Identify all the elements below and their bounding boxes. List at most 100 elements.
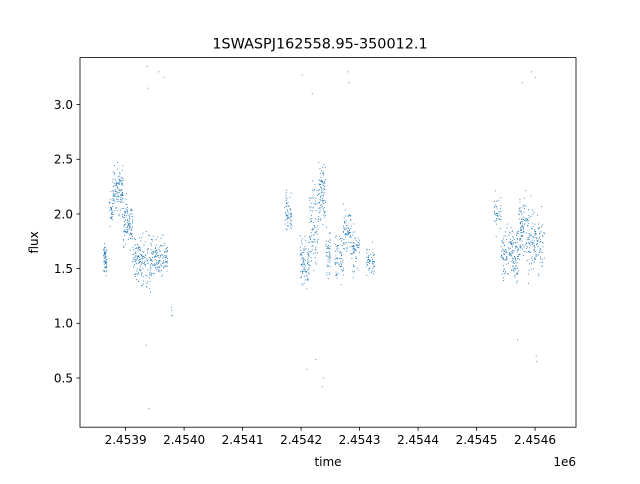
data-point (494, 210, 496, 212)
data-point (310, 232, 312, 234)
data-point (124, 229, 126, 231)
data-point (307, 279, 309, 281)
data-point (155, 267, 157, 269)
data-point (132, 222, 134, 224)
data-point (284, 223, 286, 225)
data-point (285, 197, 287, 199)
data-point (290, 208, 292, 210)
data-point (300, 264, 302, 266)
data-point (137, 256, 139, 258)
data-point (353, 251, 355, 252)
data-point (501, 250, 502, 252)
data-point (329, 233, 330, 235)
data-point (115, 183, 117, 185)
data-point (104, 267, 106, 269)
data-point (314, 239, 316, 240)
data-point (116, 207, 118, 209)
data-point (120, 180, 122, 182)
data-point (171, 309, 173, 311)
data-point (309, 251, 311, 253)
data-point (525, 220, 527, 222)
data-point (125, 210, 127, 212)
data-point (286, 206, 288, 207)
data-point (112, 205, 114, 207)
data-point (116, 184, 118, 186)
data-point (307, 252, 309, 254)
data-point (355, 250, 357, 251)
data-point (125, 208, 127, 210)
data-point (538, 227, 540, 229)
data-point (329, 248, 331, 250)
data-point (116, 196, 118, 198)
data-point (534, 76, 536, 78)
data-point (340, 262, 342, 264)
data-point (128, 224, 130, 226)
data-point (534, 237, 536, 239)
data-point (519, 221, 521, 223)
data-point (161, 270, 163, 271)
data-point (166, 260, 167, 262)
data-point (372, 260, 373, 262)
data-point (523, 230, 525, 232)
data-point (286, 229, 288, 231)
data-point (527, 237, 529, 239)
data-point (338, 265, 340, 267)
data-point (345, 250, 347, 252)
data-point (317, 228, 319, 230)
data-point (306, 368, 308, 370)
data-point (103, 254, 105, 256)
data-point (106, 259, 108, 260)
data-point (121, 180, 123, 182)
data-point (322, 188, 324, 190)
data-point (529, 239, 531, 241)
data-point (347, 227, 349, 229)
data-point (121, 193, 123, 195)
data-point (523, 212, 525, 214)
data-point (290, 213, 292, 215)
data-point (118, 191, 120, 193)
data-point (518, 213, 520, 215)
data-point (512, 251, 514, 253)
data-point (353, 252, 355, 254)
data-point (501, 240, 503, 242)
data-point (505, 249, 507, 250)
data-point (103, 246, 105, 248)
data-point (350, 219, 351, 221)
data-point (323, 214, 325, 216)
data-point (542, 242, 544, 244)
data-point (128, 220, 130, 222)
data-point (528, 241, 530, 243)
data-point (103, 260, 105, 262)
data-point (353, 266, 354, 268)
data-point (520, 245, 522, 247)
data-point (349, 235, 351, 237)
data-point (356, 267, 358, 269)
data-point (315, 248, 317, 250)
data-point (351, 253, 352, 255)
data-point (130, 208, 132, 210)
data-point (135, 259, 137, 261)
data-point (124, 214, 126, 216)
data-point (355, 240, 357, 242)
data-point (540, 249, 542, 250)
data-point (503, 245, 505, 247)
data-point (319, 179, 321, 181)
data-point (105, 260, 107, 262)
data-point (519, 207, 521, 209)
data-point (158, 262, 160, 263)
data-point (348, 228, 350, 230)
data-point (334, 258, 336, 260)
data-point (151, 259, 152, 261)
data-point (140, 262, 142, 264)
data-point (344, 221, 345, 222)
data-point (357, 237, 359, 239)
data-point (308, 251, 310, 253)
data-point (370, 261, 372, 263)
data-point (112, 199, 114, 201)
data-point (342, 245, 344, 247)
data-point (335, 250, 336, 252)
data-point (146, 286, 148, 288)
data-point (350, 236, 352, 238)
data-point (301, 243, 303, 245)
data-point (528, 269, 530, 271)
